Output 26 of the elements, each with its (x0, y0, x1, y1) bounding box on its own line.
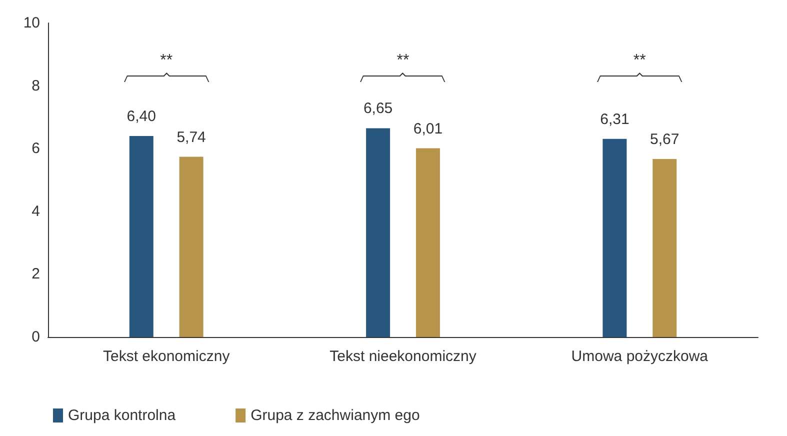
data-label: 6,40 (126, 108, 156, 126)
annotation: ** (159, 52, 174, 70)
legend-label: Grupa z zachwianym ego (250, 407, 420, 424)
bar (416, 148, 440, 337)
data-label: 6,31 (600, 110, 630, 128)
data-label: 5,67 (650, 130, 680, 148)
data-label: 6,65 (363, 100, 393, 118)
y-tick-label: 6 (32, 140, 40, 158)
bar (129, 136, 154, 337)
annotation: ** (632, 52, 647, 70)
bar (602, 138, 627, 337)
x-tick-label: Tekst ekonomiczny (102, 348, 230, 365)
y-tick-label: 0 (32, 328, 40, 346)
bar (652, 158, 677, 337)
x-tick-label: Tekst nieekonomiczny (330, 348, 477, 365)
data-label: 6,01 (413, 120, 443, 138)
y-tick-label: 2 (32, 266, 40, 283)
y-tick-label: 4 (32, 202, 40, 220)
bar (366, 128, 390, 337)
y-tick-label: 10 (23, 14, 40, 32)
bar (179, 156, 204, 337)
legend-label: Grupa kontrolna (68, 407, 176, 424)
annotation: ** (396, 52, 410, 70)
x-tick-label: Umowa pożyczkowa (571, 348, 709, 365)
y-tick-label: 8 (32, 77, 40, 94)
data-label: 5,74 (176, 128, 206, 146)
